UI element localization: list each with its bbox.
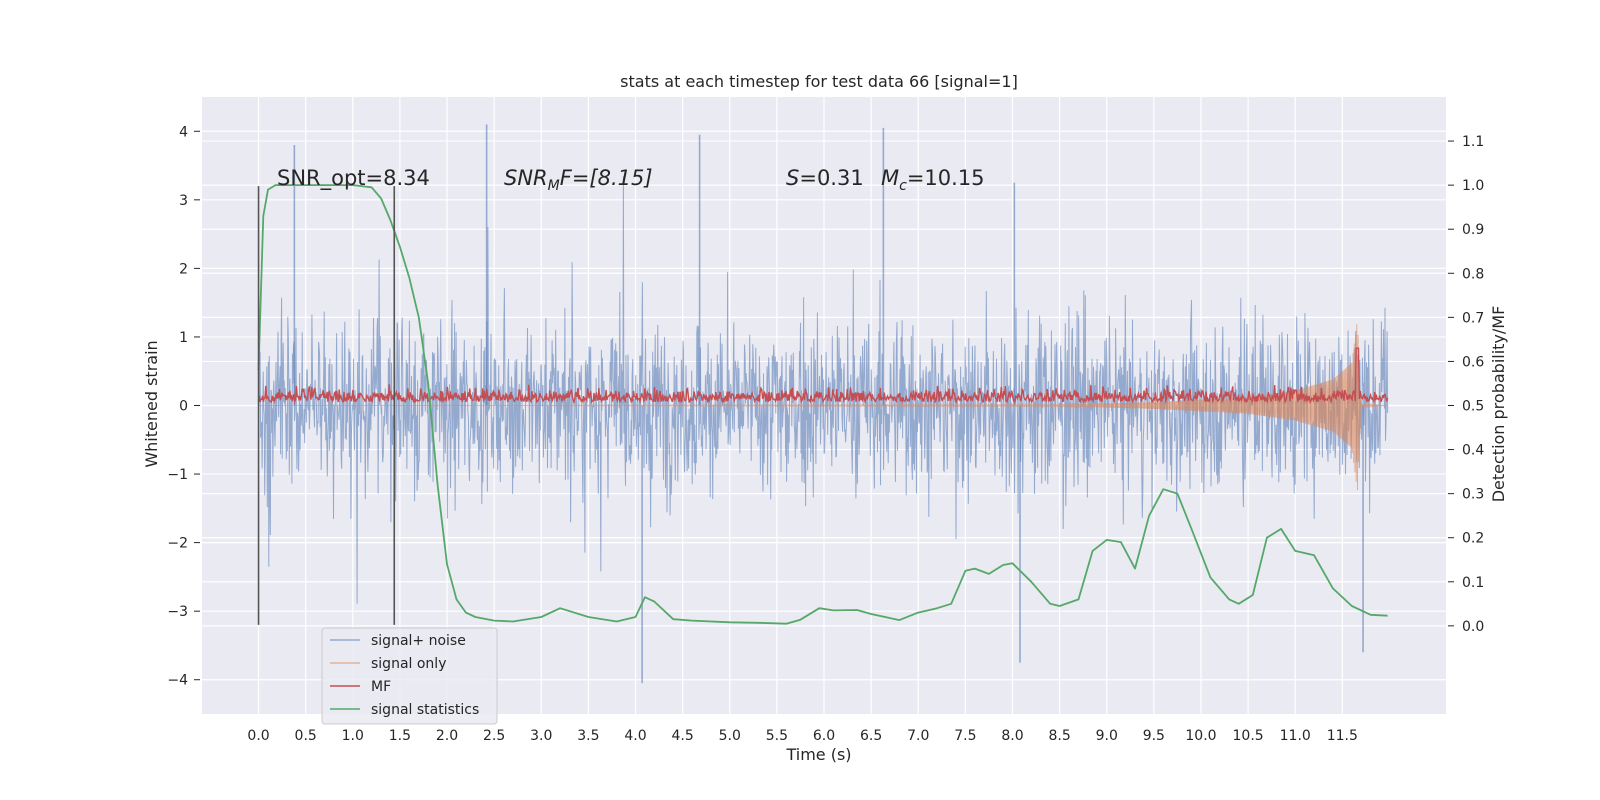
legend-label-signal-noise: signal+ noise <box>371 633 466 649</box>
y-left-tick-label: −1 <box>167 467 188 483</box>
annotation-s-value: =0.31 <box>799 166 863 190</box>
chart-title: stats at each timestep for test data 66 … <box>620 72 1018 91</box>
annotation-s-letter: S <box>786 166 799 190</box>
annotation-snr-opt: SNR_opt=8.34 <box>277 166 430 191</box>
x-tick-label: 6.5 <box>860 728 882 744</box>
y-right-tick-label: 1.1 <box>1462 134 1484 150</box>
y-right-tick-label: 0.2 <box>1462 531 1484 547</box>
x-tick-label: 0.0 <box>247 728 269 744</box>
x-tick-label: 7.0 <box>907 728 929 744</box>
annotation-snr-mf-rest: F=[8.15] <box>560 166 653 190</box>
y-right-tick-label: 0.5 <box>1462 399 1484 415</box>
x-tick-label: 3.5 <box>577 728 599 744</box>
y-left-tick-label: 2 <box>179 261 188 277</box>
x-tick-label: 10.0 <box>1185 728 1216 744</box>
annotation-s: S=0.31 <box>786 166 864 190</box>
annotation-snr-mf: SNRMF=[8.15] <box>504 166 653 194</box>
y-left-tick-label: −3 <box>167 604 188 620</box>
y-right-tick-label: 0.1 <box>1462 575 1484 591</box>
y-left-tick-label: 4 <box>179 124 188 140</box>
legend-label-signal-only: signal only <box>371 656 446 672</box>
y-axis-left-label: Whitened strain <box>142 340 161 467</box>
series-mf <box>257 347 1389 405</box>
x-tick-label: 4.5 <box>672 728 694 744</box>
y-axis-right-label: Detection probability/MF <box>1489 306 1508 503</box>
x-tick-label: 1.5 <box>389 728 411 744</box>
annotation-mc: Mc=10.15 <box>881 166 985 194</box>
y-left-tick-label: −4 <box>167 673 188 689</box>
x-tick-label: 5.0 <box>719 728 741 744</box>
series-signal-only <box>258 324 1388 491</box>
legend-box <box>321 627 498 725</box>
y-right-tick-label: 0.6 <box>1462 354 1484 370</box>
legend: signal+ noise signal only MF signal stat… <box>321 627 498 725</box>
annotation-mc-value: =10.15 <box>907 166 985 190</box>
annotation-snr-mf-sub: M <box>548 178 560 194</box>
y-right-tick-label: 0.4 <box>1462 443 1484 459</box>
x-tick-label: 9.0 <box>1096 728 1118 744</box>
x-tick-label: 8.0 <box>1001 728 1023 744</box>
annotation-snr-mf-base: SNR <box>504 166 548 190</box>
ticks: 0.0 0.5 1.0 1.5 2.0 2.5 3.0 3.5 4.0 4.5 5.0 5.5 6.0 6… <box>167 124 1484 744</box>
y-left-tick-label: 3 <box>179 193 188 209</box>
x-tick-label: 1.0 <box>342 728 364 744</box>
x-tick-label: 11.0 <box>1280 728 1311 744</box>
x-tick-label: 11.5 <box>1327 728 1358 744</box>
y-left-tick-label: 0 <box>179 399 188 415</box>
x-tick-label: 4.0 <box>624 728 646 744</box>
y-left-tick-label: 1 <box>179 330 188 346</box>
series-signal-statistics <box>257 184 1388 625</box>
x-tick-label: 3.0 <box>530 728 552 744</box>
y-right-tick-label: 0.9 <box>1462 222 1484 238</box>
x-axis-label: Time (s) <box>785 745 851 764</box>
x-tick-label: 0.5 <box>295 728 317 744</box>
x-tick-label: 7.5 <box>954 728 976 744</box>
y-right-tick-label: 0.8 <box>1462 266 1484 282</box>
y-right-tick-label: 0.0 <box>1462 619 1484 635</box>
annotation-mc-sub: c <box>899 178 907 194</box>
legend-label-signal-statistics: signal statistics <box>371 702 479 718</box>
y-right-tick-label: 0.3 <box>1462 487 1484 503</box>
x-tick-label: 5.5 <box>766 728 788 744</box>
y-right-tick-label: 1.0 <box>1462 178 1484 194</box>
y-right-tick-label: 0.7 <box>1462 310 1484 326</box>
y-left-tick-label: −2 <box>167 536 188 552</box>
annotation-mc-letter: M <box>881 166 899 190</box>
x-tick-label: 2.5 <box>483 728 505 744</box>
series-layer <box>257 124 1389 684</box>
x-tick-label: 8.5 <box>1048 728 1070 744</box>
x-tick-label: 2.0 <box>436 728 458 744</box>
x-tick-label: 10.5 <box>1233 728 1264 744</box>
legend-label-mf: MF <box>371 679 391 695</box>
x-tick-label: 9.5 <box>1143 728 1165 744</box>
x-tick-label: 6.0 <box>813 728 835 744</box>
